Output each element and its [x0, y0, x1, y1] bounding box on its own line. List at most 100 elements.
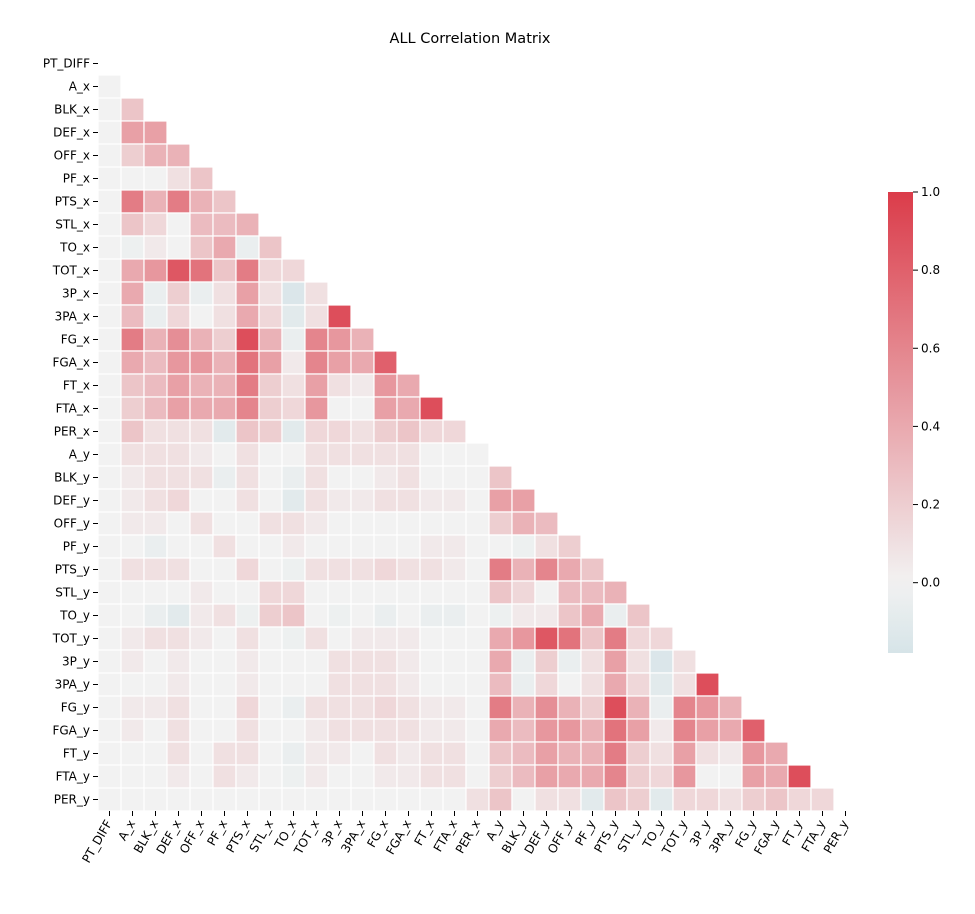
heatmap-cell: [167, 190, 190, 213]
heatmap-cell: [98, 121, 121, 144]
heatmap-cell: [190, 535, 213, 558]
heatmap-cell: [489, 673, 512, 696]
heatmap-cell: [443, 604, 466, 627]
heatmap-cell: [466, 443, 489, 466]
heatmap-cell: [236, 466, 259, 489]
heatmap-cell: [305, 581, 328, 604]
heatmap-cell: [742, 719, 765, 742]
heatmap-cell: [374, 420, 397, 443]
heatmap-cell: [213, 466, 236, 489]
heatmap-cell: [374, 374, 397, 397]
heatmap-cell: [558, 765, 581, 788]
colorbar-tick-label: 0.0: [921, 576, 940, 590]
heatmap-cell: [673, 742, 696, 765]
heatmap-cell: [236, 443, 259, 466]
heatmap-cell: [512, 788, 535, 811]
heatmap-cell: [190, 328, 213, 351]
y-tick-label: TO_x: [59, 241, 90, 255]
heatmap-cell: [443, 420, 466, 443]
heatmap-cell: [604, 673, 627, 696]
heatmap-cell: [282, 535, 305, 558]
heatmap-cell: [167, 466, 190, 489]
heatmap-cell: [282, 581, 305, 604]
heatmap-cell: [305, 650, 328, 673]
heatmap-cell: [167, 719, 190, 742]
heatmap-cell: [213, 397, 236, 420]
heatmap-cell: [282, 351, 305, 374]
heatmap-cell: [121, 696, 144, 719]
heatmap-cell: [397, 673, 420, 696]
heatmap-cell: [213, 259, 236, 282]
heatmap-cell: [420, 650, 443, 673]
y-tick-label: BLK_x: [54, 103, 90, 117]
heatmap-cell: [144, 236, 167, 259]
heatmap-cell: [144, 305, 167, 328]
heatmap-cell: [351, 581, 374, 604]
y-tick-label: TOT_x: [52, 264, 90, 278]
heatmap-cell: [213, 765, 236, 788]
heatmap-cell: [512, 489, 535, 512]
heatmap-cell: [581, 673, 604, 696]
heatmap-cell: [121, 788, 144, 811]
heatmap-cell: [236, 558, 259, 581]
heatmap-cell: [98, 374, 121, 397]
heatmap-cell: [788, 788, 811, 811]
colorbar-tick-label: 0.6: [921, 341, 940, 355]
heatmap-cell: [213, 213, 236, 236]
heatmap-cell: [466, 489, 489, 512]
heatmap-cell: [466, 627, 489, 650]
heatmap-cell: [282, 489, 305, 512]
heatmap-cell: [98, 673, 121, 696]
heatmap-cell: [420, 627, 443, 650]
heatmap-cell: [443, 466, 466, 489]
y-tick-label: 3P_y: [62, 655, 90, 669]
heatmap-cell: [213, 282, 236, 305]
heatmap-cell: [604, 765, 627, 788]
heatmap-cell: [259, 466, 282, 489]
heatmap-cell: [305, 535, 328, 558]
heatmap-cell: [213, 719, 236, 742]
heatmap-cell: [305, 328, 328, 351]
heatmap-cell: [397, 443, 420, 466]
heatmap-cell: [167, 397, 190, 420]
heatmap-cell: [98, 305, 121, 328]
heatmap-cell: [121, 719, 144, 742]
heatmap-cell: [581, 765, 604, 788]
heatmap-cell: [397, 420, 420, 443]
heatmap-cell: [512, 742, 535, 765]
heatmap-cell: [144, 788, 167, 811]
heatmap-cell: [374, 489, 397, 512]
y-tick-label: 3P_x: [62, 287, 90, 301]
heatmap-cell: [351, 351, 374, 374]
heatmap-cell: [144, 121, 167, 144]
heatmap-cell: [351, 604, 374, 627]
heatmap-cell: [328, 742, 351, 765]
heatmap-cell: [489, 719, 512, 742]
heatmap-cell: [190, 466, 213, 489]
heatmap-cell: [167, 696, 190, 719]
heatmap-cell: [305, 466, 328, 489]
y-axis: PT_DIFF A_x BLK_x DEF_x OFF_x PF_x PTS_x STL_x T…: [43, 57, 98, 807]
heatmap-cell: [213, 374, 236, 397]
y-tick-label: FGA_y: [52, 724, 90, 738]
heatmap-cell: [190, 765, 213, 788]
heatmap-cell: [190, 581, 213, 604]
heatmap-cell: [213, 558, 236, 581]
heatmap-cell: [305, 719, 328, 742]
heatmap-cell: [98, 190, 121, 213]
heatmap-cell: [420, 604, 443, 627]
heatmap-cell: [305, 351, 328, 374]
heatmap-cell: [121, 397, 144, 420]
heatmap-cell: [259, 696, 282, 719]
heatmap-cell: [604, 650, 627, 673]
heatmap-cell: [489, 558, 512, 581]
heatmap-cell: [121, 650, 144, 673]
heatmap-cell: [420, 535, 443, 558]
heatmap-cell: [121, 673, 144, 696]
heatmap-cell: [558, 650, 581, 673]
heatmap-cell: [190, 397, 213, 420]
heatmap-cell: [351, 512, 374, 535]
heatmap-cell: [627, 650, 650, 673]
heatmap-cell: [696, 742, 719, 765]
heatmap-cell: [98, 742, 121, 765]
